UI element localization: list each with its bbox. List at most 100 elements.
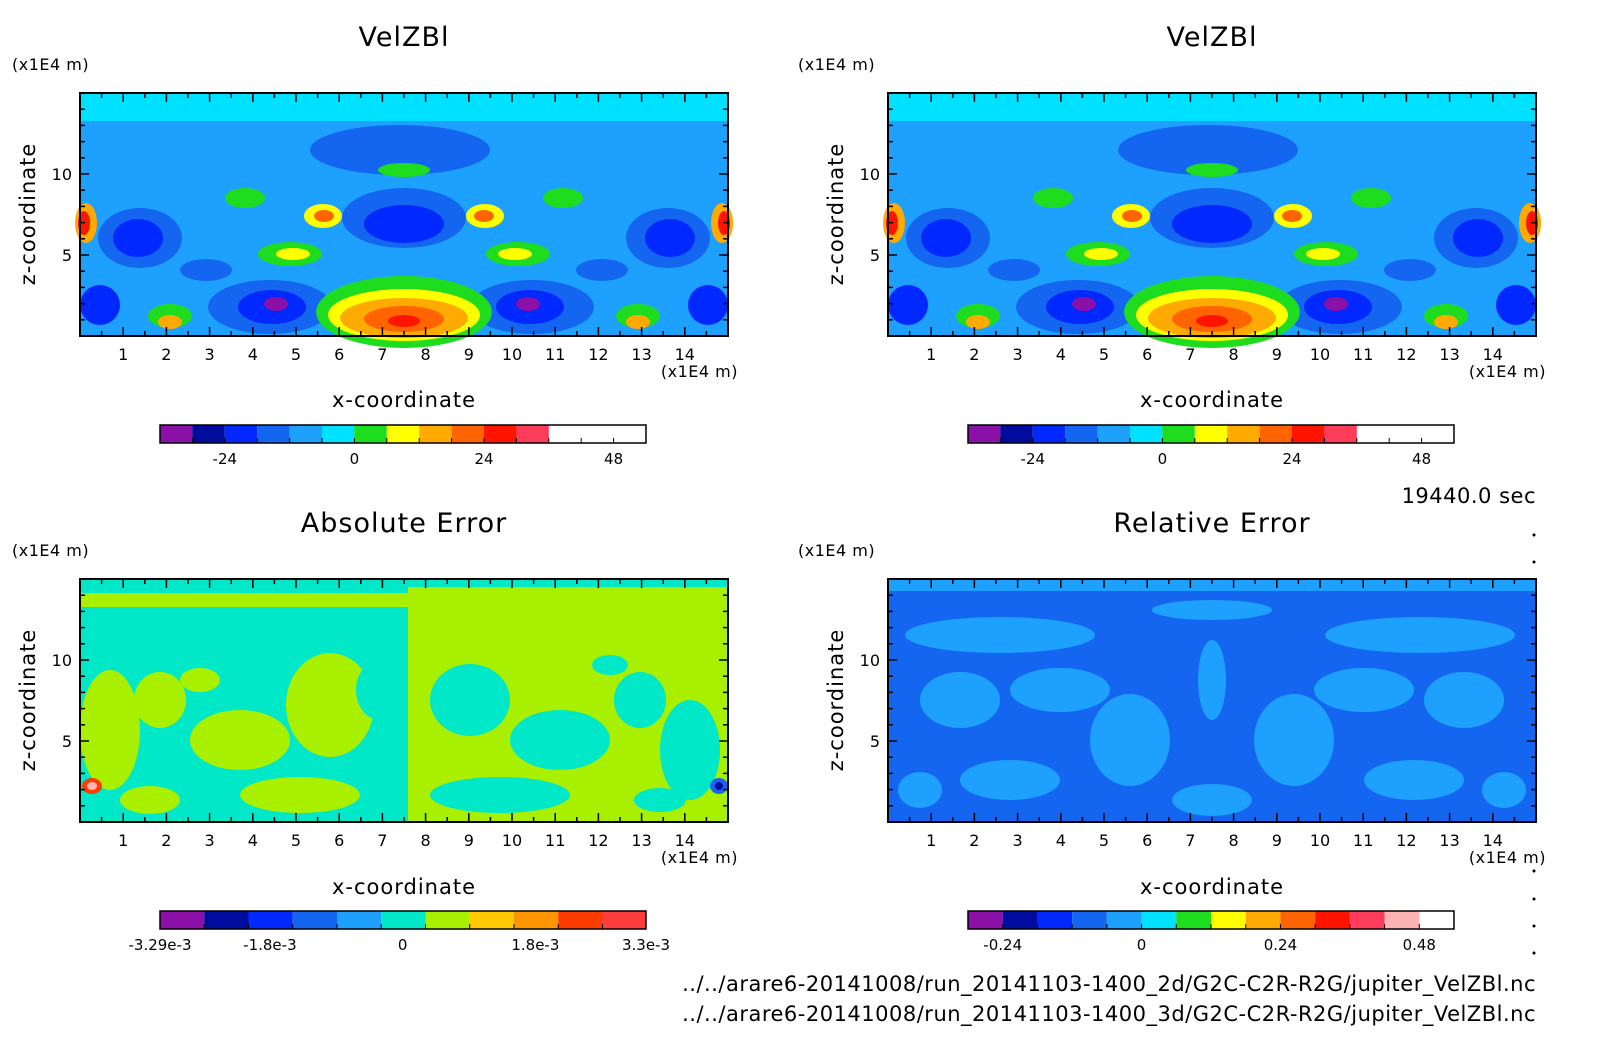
x-tick-label: 4 (248, 345, 258, 364)
colorbar-swatch (1106, 911, 1142, 929)
x-tick-label: 14 (1483, 831, 1503, 850)
colorbar-swatch (354, 425, 387, 443)
heatmap-field (888, 579, 1536, 822)
x-tick-label: 12 (588, 831, 608, 850)
x-tick-label: 9 (464, 831, 474, 850)
x-tick-label: 13 (631, 831, 651, 850)
x-tick-label: 1 (118, 345, 128, 364)
panel-title: VelZBl (1166, 22, 1257, 53)
colorbar-swatch (1130, 425, 1163, 443)
colorbar-swatch (1002, 911, 1038, 929)
colorbar-swatch (322, 425, 355, 443)
colorbar-swatch (469, 911, 514, 929)
colorbar-swatch (248, 911, 293, 929)
x-tick-label: 9 (464, 345, 474, 364)
y-unit-label: (x1E4 m) (12, 55, 89, 74)
y-tick-label: 10 (52, 651, 72, 670)
colorbar-swatch (192, 425, 225, 443)
x-tick-label: 2 (969, 831, 979, 850)
colorbar-swatch (1259, 425, 1292, 443)
y-tick-label: 5 (870, 732, 880, 751)
x-tick-label: 13 (631, 345, 651, 364)
x-tick-label: 7 (377, 831, 387, 850)
x-axis-label: x-coordinate (332, 388, 476, 412)
x-axis-label: x-coordinate (1140, 388, 1284, 412)
x-tick-label: 10 (502, 345, 522, 364)
y-axis-label: z-coordinate (16, 629, 40, 772)
colorbar-tick-label: 0.48 (1403, 936, 1436, 954)
x-tick-label: 8 (1229, 831, 1239, 850)
colorbar-tick-label: 0 (1137, 936, 1147, 954)
x-tick-label: 14 (675, 831, 695, 850)
colorbar-tick-label: -0.24 (983, 936, 1022, 954)
x-tick-label: 3 (1013, 831, 1023, 850)
colorbar-swatch (1324, 425, 1357, 443)
y-axis-ticks: 5 10 (860, 108, 1536, 321)
file-path-3d: ../../arare6-20141008/run_20141103-1400_… (682, 1002, 1536, 1027)
x-axis-label: x-coordinate (332, 875, 476, 899)
colorbar-swatch (513, 911, 559, 929)
colorbar-swatch (1097, 425, 1130, 443)
colorbar-tick-label: 3.3e-3 (622, 936, 670, 954)
x-tick-label: 14 (675, 345, 695, 364)
x-tick-label: 10 (1310, 831, 1330, 850)
colorbar-frame (967, 424, 1455, 444)
y-tick-label: 10 (860, 651, 880, 670)
y-tick-label: 5 (870, 246, 880, 265)
colorbar-swatch (1162, 425, 1195, 443)
x-tick-label: 5 (1099, 345, 1109, 364)
x-axis-ticks: 1 2 3 4 5 6 7 8 9 10 11 12 13 14 (908, 579, 1516, 850)
colorbar-swatch (1211, 911, 1246, 929)
x-tick-label: 5 (291, 831, 301, 850)
x-tick-label: 12 (1396, 345, 1416, 364)
x-tick-label: 2 (161, 831, 171, 850)
colorbar-swatch (419, 425, 452, 443)
colorbar-swatch (1349, 911, 1385, 929)
panel-title: Absolute Error (301, 508, 507, 539)
colorbar-swatch (968, 425, 1001, 443)
x-tick-label: 6 (1142, 831, 1152, 850)
x-tick-label: 1 (926, 831, 936, 850)
colorbar: -24 0 24 48 (967, 424, 1455, 468)
x-tick-label: 11 (545, 831, 565, 850)
x-tick-label: 12 (1396, 831, 1416, 850)
colorbar-swatch (425, 911, 470, 929)
panel-2: VelZBl (x1E4 m) (798, 22, 1546, 468)
colorbar-swatch (1292, 425, 1325, 443)
time-label: 19440.0 sec (1402, 484, 1536, 508)
colorbar-swatch (257, 425, 290, 443)
colorbar-tick-label: 0 (398, 936, 408, 954)
panel-title: Relative Error (1113, 508, 1310, 539)
colorbar-swatch (1227, 425, 1260, 443)
panel-4: Relative Error (x1E4 m) 1 2 3 4 5 6 7 8 9 10 11 12 1… (798, 508, 1546, 954)
colorbar-swatch (224, 425, 258, 443)
heatmap-field (883, 93, 1541, 348)
x-tick-label: 12 (588, 345, 608, 364)
heatmap-field (75, 93, 733, 348)
x-tick-label: 1 (118, 831, 128, 850)
x-axis-ticks: 1 2 3 4 5 6 7 8 9 10 11 12 13 14 (100, 579, 708, 850)
panel-title: VelZBl (358, 22, 449, 53)
colorbar-tick-label: 48 (1412, 450, 1431, 468)
x-unit-label: (x1E4 m) (661, 848, 738, 867)
x-tick-label: 11 (1353, 831, 1373, 850)
y-tick-label: 10 (860, 165, 880, 184)
colorbar-swatch (1384, 911, 1420, 929)
colorbar-swatch (160, 425, 193, 443)
x-tick-label: 7 (1185, 345, 1195, 364)
panel-1: VelZBl (x1E4 m) (12, 22, 738, 468)
y-axis-ticks: 5 10 (52, 594, 728, 807)
y-axis-ticks: 5 10 (52, 108, 728, 321)
colorbar-swatch (1176, 911, 1211, 929)
colorbar-swatch (558, 911, 603, 929)
y-axis-label: z-coordinate (16, 143, 40, 286)
x-tick-label: 11 (545, 345, 565, 364)
colorbar-swatch (1245, 911, 1281, 929)
y-tick-label: 5 (62, 732, 72, 751)
colorbar-frame (159, 910, 647, 930)
colorbar-swatch (484, 425, 517, 443)
colorbar-tick-label: -24 (213, 450, 238, 468)
x-tick-label: 5 (1099, 831, 1109, 850)
colorbar: -24 0 24 48 (159, 424, 647, 468)
